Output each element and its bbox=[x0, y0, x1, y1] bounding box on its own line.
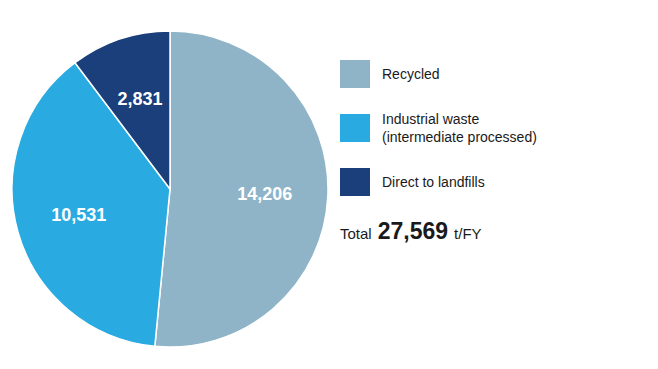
html-text:Recycled: Recycled bbox=[382, 65, 440, 82]
svg-text:10,531: 10,531 bbox=[51, 205, 106, 225]
svg-text:14,206: 14,206 bbox=[237, 184, 292, 204]
html-text:Total 27,569 t/FY: Total 27,569 t/FY bbox=[340, 218, 482, 245]
svg-text:2,831: 2,831 bbox=[117, 89, 162, 109]
html-text:Industrial waste (intermediate: Industrial waste (intermediate processed… bbox=[382, 111, 537, 146]
html-text:Direct to landfills: Direct to landfills bbox=[382, 174, 485, 191]
